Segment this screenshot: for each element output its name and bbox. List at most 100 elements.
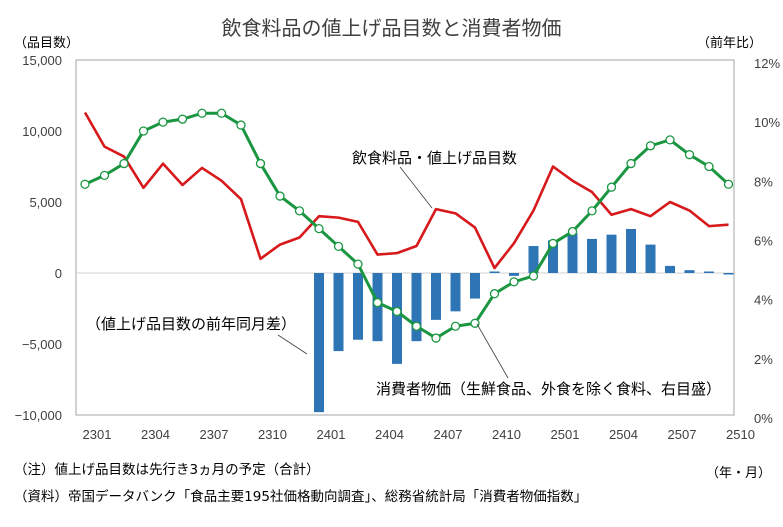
green-line-marker <box>255 158 266 169</box>
right-tick-label: 12% <box>754 56 780 71</box>
right-tick-label: 4% <box>754 293 773 308</box>
green-line-marker <box>587 206 597 216</box>
right-tick-label: 10% <box>754 115 780 130</box>
x-tick-label: 2410 <box>492 427 521 442</box>
bar <box>645 244 656 273</box>
green-line-marker <box>431 333 441 343</box>
x-tick-label: 2310 <box>258 427 287 442</box>
bar-label: （値上げ品目数の前年同月差） <box>86 316 296 333</box>
x-axis-unit-label: （年・月） <box>706 466 772 481</box>
left-axis-label: （品目数） <box>14 36 80 51</box>
chart-title: 飲食料品の値上げ品目数と消費者物価 <box>221 16 562 40</box>
red-line <box>83 111 729 270</box>
green-line-marker <box>119 158 129 169</box>
green-line-marker <box>606 182 617 192</box>
bar <box>470 273 480 299</box>
green-line-marker <box>158 117 168 127</box>
green-line-marker <box>626 158 636 169</box>
x-tick-label: 2401 <box>317 427 346 442</box>
green-line-marker <box>138 126 149 136</box>
line-label: 飲食料品・値上げ品目数 <box>352 150 517 167</box>
x-tick-label: 2404 <box>375 427 404 442</box>
green-line-marker <box>470 318 480 328</box>
source-text: （資料）帝国データバンク「食品主要195社価格動向調査」、総務省統計局「消費者物… <box>14 489 588 505</box>
bar <box>411 273 422 342</box>
green-line-marker <box>294 206 305 216</box>
left-tick-label: −5,000 <box>22 337 62 352</box>
x-tick-label: 2301 <box>83 427 112 442</box>
green-line-marker <box>177 114 188 124</box>
green-line-marker <box>314 223 324 234</box>
x-tick-label: 2407 <box>434 427 463 442</box>
x-tick-label: 2501 <box>551 427 580 442</box>
green-line-marker <box>99 170 110 181</box>
cpi-label: 消費者物価（生鮮食品、外食を除く食料、右目盛） <box>376 381 721 398</box>
bar <box>333 273 344 352</box>
green-line-marker <box>684 150 695 160</box>
green-line-marker <box>548 238 558 249</box>
bar <box>626 228 636 273</box>
right-axis-label: （前年比） <box>697 36 763 51</box>
left-tick-label: 5,000 <box>29 195 62 210</box>
line-label-leader <box>399 166 433 209</box>
green-line-marker <box>411 321 422 331</box>
bar-label-leader <box>277 334 308 355</box>
bar <box>353 273 363 340</box>
right-tick-label: 0% <box>754 411 773 426</box>
green-line-marker <box>236 120 246 130</box>
x-tick-label: 2507 <box>668 427 697 442</box>
note-text: （注）値上げ品目数は先行き3ヵ月の予定（合計） <box>14 462 320 478</box>
x-tick-label: 2510 <box>726 427 755 442</box>
cpi-label-leader <box>476 323 509 379</box>
bar <box>567 233 578 273</box>
bar <box>723 273 734 275</box>
bar <box>704 271 714 273</box>
plot-area <box>75 59 735 416</box>
bar <box>606 234 617 273</box>
green-line-marker <box>704 161 714 172</box>
green-line-marker <box>353 259 363 269</box>
left-axis-ticks: 15,000 10,000 5,000 0 −5,000 −10,000 <box>15 53 62 423</box>
right-tick-label: 6% <box>754 234 773 249</box>
green-line-marker <box>333 241 344 252</box>
left-tick-label: −10,000 <box>15 408 62 423</box>
bar <box>528 246 539 273</box>
bar <box>314 273 324 413</box>
right-tick-label: 8% <box>754 174 773 189</box>
right-tick-label: 2% <box>754 352 773 367</box>
left-tick-label: 0 <box>55 266 62 281</box>
bar <box>548 240 558 273</box>
bar <box>587 238 597 273</box>
green-line-marker <box>528 271 539 281</box>
green-line-marker <box>723 179 734 189</box>
green-line-marker <box>372 297 383 308</box>
green-line-marker <box>509 277 519 287</box>
left-tick-label: 10,000 <box>22 124 62 139</box>
x-tick-label: 2304 <box>141 427 170 442</box>
x-tick-label: 2504 <box>609 427 638 442</box>
green-line-marker <box>392 306 402 317</box>
green-line-marker <box>80 179 90 189</box>
bar <box>665 265 675 273</box>
bar <box>509 273 519 276</box>
red-line-series <box>83 111 729 270</box>
green-line-marker <box>489 289 500 299</box>
bar <box>392 273 402 364</box>
bar <box>431 273 441 320</box>
green-line-marker <box>645 141 656 151</box>
green-line <box>84 111 730 340</box>
green-line-series <box>80 108 734 343</box>
green-line-marker <box>665 135 675 145</box>
left-tick-label: 15,000 <box>22 53 62 68</box>
green-line-marker <box>275 191 285 201</box>
green-line-marker <box>216 108 227 118</box>
x-axis-ticks: 2301 2304 2307 2310 2401 2404 2407 2410 2501 2504… <box>83 427 755 442</box>
bar <box>684 270 695 273</box>
right-axis-ticks: 12% 10% 8% 6% 4% 2% 0% <box>754 56 780 426</box>
green-line-marker <box>450 321 461 331</box>
green-line-marker <box>197 108 207 118</box>
bar <box>450 273 461 312</box>
x-tick-label: 2307 <box>200 427 229 442</box>
chart-svg: 15,000 10,000 5,000 0 −5,000 −10,000 12% 10% 8%… <box>15 53 781 442</box>
bar <box>489 271 500 273</box>
